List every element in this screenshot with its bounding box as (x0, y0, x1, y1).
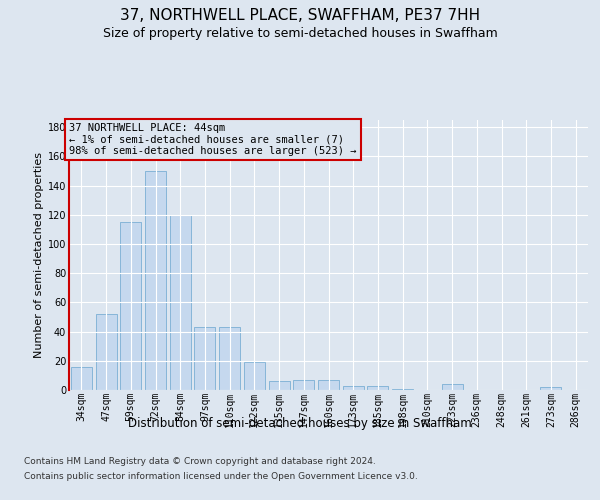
Bar (194, 327, 215, 390)
Bar (145, 171, 166, 390)
Text: Distribution of semi-detached houses by size in Swaffham: Distribution of semi-detached houses by … (128, 418, 472, 430)
Text: 37 NORTHWELL PLACE: 44sqm
← 1% of semi-detached houses are smaller (7)
98% of se: 37 NORTHWELL PLACE: 44sqm ← 1% of semi-d… (70, 123, 357, 156)
Text: Size of property relative to semi-detached houses in Swaffham: Size of property relative to semi-detach… (103, 28, 497, 40)
Bar (120, 222, 141, 390)
Bar (392, 388, 413, 390)
Bar (343, 386, 364, 390)
Bar (244, 362, 265, 390)
Text: Contains public sector information licensed under the Open Government Licence v3: Contains public sector information licen… (24, 472, 418, 481)
Bar (541, 387, 562, 390)
Bar (442, 384, 463, 390)
Text: 37, NORTHWELL PLACE, SWAFFHAM, PE37 7HH: 37, NORTHWELL PLACE, SWAFFHAM, PE37 7HH (120, 8, 480, 22)
Bar (318, 380, 339, 390)
Y-axis label: Number of semi-detached properties: Number of semi-detached properties (34, 152, 44, 358)
Bar (367, 386, 388, 390)
Text: Contains HM Land Registry data © Crown copyright and database right 2024.: Contains HM Land Registry data © Crown c… (24, 457, 376, 466)
Bar (170, 215, 191, 390)
Bar (293, 380, 314, 390)
Bar (71, 366, 92, 390)
Bar (219, 327, 240, 390)
Bar (95, 314, 116, 390)
Bar (269, 381, 290, 390)
